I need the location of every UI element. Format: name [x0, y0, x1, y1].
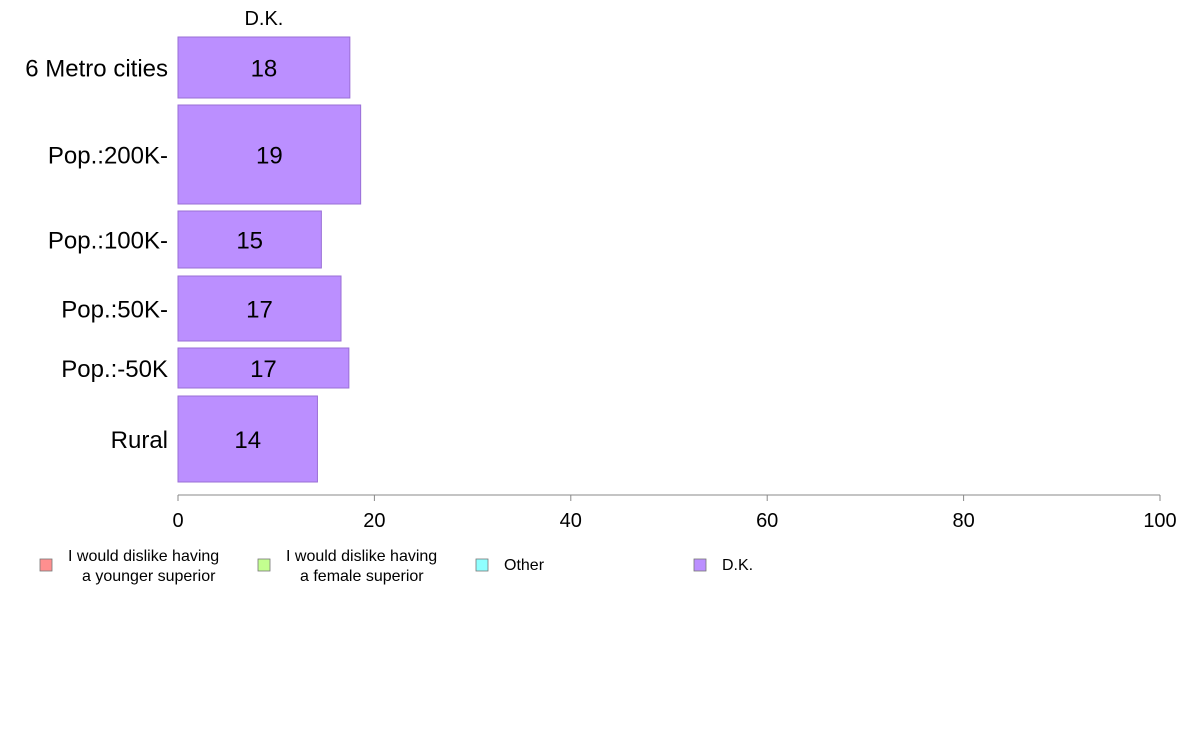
category-label: Pop.:200K- — [48, 143, 168, 170]
category-label: Pop.:-50K — [61, 356, 168, 383]
data-label: 15 — [236, 228, 263, 255]
x-tick-label: 100 — [1143, 510, 1176, 532]
bar-0-series-3 — [177, 36, 351, 99]
category-label: 6 Metro cities — [25, 56, 168, 83]
bar-2-series-3 — [177, 210, 322, 269]
x-tick-label: 0 — [172, 510, 183, 532]
category-label: Pop.:50K- — [61, 297, 168, 324]
x-tick-label: 60 — [756, 510, 778, 532]
category-label: Pop.:100K- — [48, 228, 168, 255]
bar-5-series-3 — [177, 395, 318, 483]
data-label: 14 — [234, 427, 261, 454]
category-label: Rural — [111, 427, 168, 454]
top-series-label: D.K. — [244, 8, 283, 30]
x-axis: 0 20 40 60 80 100 — [172, 494, 1177, 532]
data-label: 17 — [250, 356, 277, 383]
x-tick-label: 20 — [363, 510, 385, 532]
bar-1-series-3 — [177, 104, 362, 205]
legend-label: I would dislike having a female superior — [286, 548, 437, 585]
legend-swatch — [475, 558, 489, 572]
bars-layer: 18 19 15 17 17 14 D.K. — [177, 8, 362, 483]
data-label: 18 — [251, 56, 278, 83]
x-tick-label: 80 — [952, 510, 974, 532]
category-labels: 6 Metro cities Pop.:200K- Pop.:100K- Pop.:5… — [25, 56, 168, 455]
legend-swatch — [257, 558, 271, 572]
legend-swatch — [693, 558, 707, 572]
legend-label: I would dislike having a younger superior — [68, 548, 219, 585]
bar-4-series-3 — [177, 347, 350, 389]
legend-label: D.K. — [722, 557, 753, 574]
x-tick-label: 40 — [560, 510, 582, 532]
data-label: 19 — [256, 143, 283, 170]
legend: I would dislike having a younger superior… — [39, 548, 753, 585]
data-label: 17 — [246, 297, 273, 324]
legend-label: Other — [504, 557, 545, 574]
bar-3-series-3 — [177, 275, 342, 342]
legend-swatch — [39, 558, 53, 572]
